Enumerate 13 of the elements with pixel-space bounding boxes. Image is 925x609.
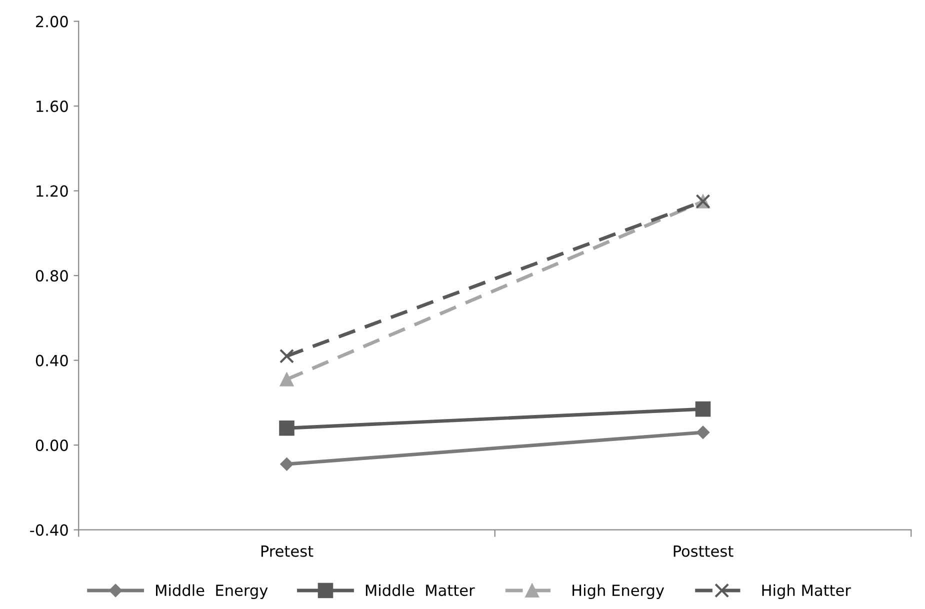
y-tick-label: 1.60	[36, 100, 68, 112]
x-tick-label: Posttest	[674, 546, 734, 557]
legend-label: High Energy	[572, 584, 664, 600]
y-tick-label: 0.00	[36, 440, 68, 452]
x-tick-label: Pretest	[261, 546, 314, 557]
y-tick-label: 0.40	[36, 354, 68, 366]
legend-label: Middle Matter	[366, 584, 475, 596]
y-tick-label: 1.20	[36, 185, 68, 197]
y-tick-label: -0.40	[30, 524, 68, 536]
y-tick-label: 0.80	[36, 270, 68, 282]
legend-label: High Matter	[762, 584, 851, 600]
y-tick-label: 2.00	[36, 16, 68, 28]
legend-label: Middle Energy	[156, 584, 268, 600]
